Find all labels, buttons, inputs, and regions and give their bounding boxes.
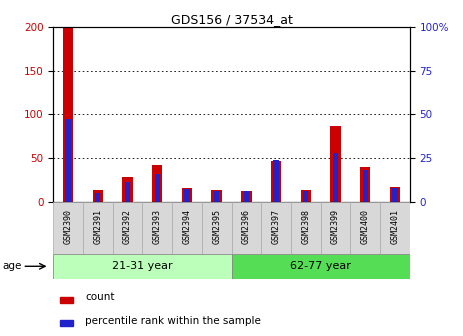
Text: GSM2395: GSM2395 bbox=[212, 209, 221, 244]
Bar bbox=[155, 174, 160, 202]
Bar bbox=[53, 254, 232, 279]
Title: GDS156 / 37534_at: GDS156 / 37534_at bbox=[170, 13, 293, 26]
Bar bbox=[152, 165, 163, 202]
Bar bbox=[380, 202, 410, 254]
Bar bbox=[65, 120, 71, 202]
Bar bbox=[241, 191, 251, 202]
Text: GSM2398: GSM2398 bbox=[301, 209, 310, 244]
Text: count: count bbox=[85, 292, 115, 302]
Bar bbox=[303, 191, 308, 202]
Bar bbox=[330, 126, 341, 202]
Bar bbox=[244, 191, 249, 202]
Bar bbox=[182, 187, 192, 202]
Text: GSM2399: GSM2399 bbox=[331, 209, 340, 244]
Bar bbox=[320, 202, 350, 254]
Bar bbox=[363, 170, 368, 202]
Bar bbox=[125, 182, 130, 202]
Bar bbox=[122, 177, 133, 202]
Bar bbox=[212, 190, 222, 202]
Bar bbox=[184, 190, 190, 202]
Text: GSM2400: GSM2400 bbox=[361, 209, 369, 244]
Text: GSM2397: GSM2397 bbox=[272, 209, 281, 244]
Bar bbox=[392, 187, 398, 202]
Bar bbox=[273, 160, 279, 202]
Text: 62-77 year: 62-77 year bbox=[290, 261, 351, 271]
Bar bbox=[291, 202, 320, 254]
Bar bbox=[214, 191, 219, 202]
Bar bbox=[143, 202, 172, 254]
Bar bbox=[113, 202, 143, 254]
Bar bbox=[202, 202, 232, 254]
Bar bbox=[93, 190, 103, 202]
Bar bbox=[350, 202, 380, 254]
Bar bbox=[232, 254, 410, 279]
Bar bbox=[271, 161, 281, 202]
Text: GSM2392: GSM2392 bbox=[123, 209, 132, 244]
Bar bbox=[360, 167, 370, 202]
Text: 21-31 year: 21-31 year bbox=[112, 261, 173, 271]
Bar bbox=[390, 187, 400, 202]
Text: GSM2396: GSM2396 bbox=[242, 209, 251, 244]
Bar bbox=[261, 202, 291, 254]
Text: GSM2401: GSM2401 bbox=[390, 209, 400, 244]
Bar bbox=[300, 190, 311, 202]
Bar bbox=[232, 202, 261, 254]
Text: GSM2391: GSM2391 bbox=[94, 209, 102, 244]
Text: GSM2393: GSM2393 bbox=[153, 209, 162, 244]
Text: GSM2394: GSM2394 bbox=[182, 209, 191, 244]
Bar bbox=[60, 297, 73, 303]
Bar bbox=[95, 193, 100, 202]
Bar bbox=[63, 27, 73, 202]
Bar bbox=[60, 320, 73, 326]
Text: age: age bbox=[2, 261, 22, 271]
Bar bbox=[53, 202, 83, 254]
Bar bbox=[172, 202, 202, 254]
Text: GSM2390: GSM2390 bbox=[63, 209, 73, 244]
Bar bbox=[333, 153, 338, 202]
Bar bbox=[83, 202, 113, 254]
Text: percentile rank within the sample: percentile rank within the sample bbox=[85, 316, 261, 326]
